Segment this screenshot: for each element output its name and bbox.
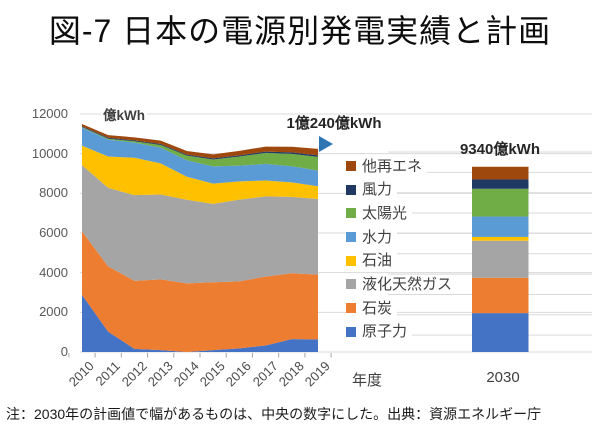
legend-swatch-icon <box>346 161 356 171</box>
x-axis-title: 年度 <box>352 372 383 389</box>
source-note: 注：2030年の計画値で幅があるものは、中央の数字にした。出典：資源エネルギー庁 <box>6 406 542 422</box>
area-series-石油 <box>82 145 318 204</box>
area-series-原子力 <box>82 294 318 352</box>
legend-label: 水力 <box>362 228 393 246</box>
legend-label: 石炭 <box>362 299 393 317</box>
y-tick-label: 6000 <box>39 225 68 240</box>
legend-swatch-icon <box>346 208 356 219</box>
bar-category-label: 2030 <box>486 369 520 386</box>
legend-label: 液化天然ガス <box>362 275 453 293</box>
legend-label: 石油 <box>362 252 393 270</box>
bar-segment-太陽光 <box>472 188 529 217</box>
y-axis-unit-label: 億kWh <box>101 104 147 124</box>
legend-item: 石油 <box>346 251 398 271</box>
bar-segment-石油 <box>472 236 529 241</box>
legend-item: 風力 <box>346 180 398 200</box>
legend-item: 液化天然ガス <box>346 274 458 294</box>
figure-title: 図-7 日本の電源別発電実績と計画 <box>48 13 552 49</box>
legend-item: 石炭 <box>346 298 398 318</box>
area-series-太陽光 <box>82 126 318 171</box>
bar-segment-石炭 <box>472 277 529 314</box>
area-series-水力 <box>82 127 318 187</box>
area-total-annotation: 1億240億kWh <box>286 115 382 132</box>
bar-segment-水力 <box>472 216 529 237</box>
latest-total-marker-icon <box>319 136 333 152</box>
legend-swatch-icon <box>346 303 356 314</box>
legend-swatch-icon <box>346 184 356 195</box>
y-tick-label: 2000 <box>39 304 68 320</box>
legend-label: 原子力 <box>362 323 408 341</box>
area-series-他再エネ <box>82 124 318 159</box>
legend-swatch-icon <box>346 326 356 337</box>
legend-label: 太陽光 <box>362 204 408 222</box>
bar-segment-風力 <box>472 179 529 189</box>
y-tick-label: 10000 <box>31 145 68 161</box>
legend-swatch-icon <box>346 255 356 266</box>
y-tick-label: 4000 <box>39 264 68 280</box>
bar-total-label: 9340億kWh <box>459 141 541 158</box>
y-tick-label: 0 <box>60 344 68 359</box>
legend-swatch-icon <box>346 232 356 242</box>
area-series-石炭 <box>82 231 318 352</box>
legend-label: 他再エネ <box>362 157 423 175</box>
y-tick-label: 8000 <box>39 185 68 201</box>
bar-segment-他再エネ <box>472 166 529 180</box>
bar-segment-液化天然ガス <box>472 240 529 278</box>
legend-item: 水力 <box>346 227 398 247</box>
bar-segment-原子力 <box>472 313 529 352</box>
legend-swatch-icon <box>346 279 356 290</box>
y-tick-label: 12000 <box>31 106 68 121</box>
legend-label: 風力 <box>362 181 393 199</box>
legend-item: 他再エネ <box>346 156 428 176</box>
legend-item: 太陽光 <box>346 203 413 223</box>
area-series-液化天然ガス <box>82 165 318 284</box>
legend-item: 原子力 <box>346 322 413 342</box>
